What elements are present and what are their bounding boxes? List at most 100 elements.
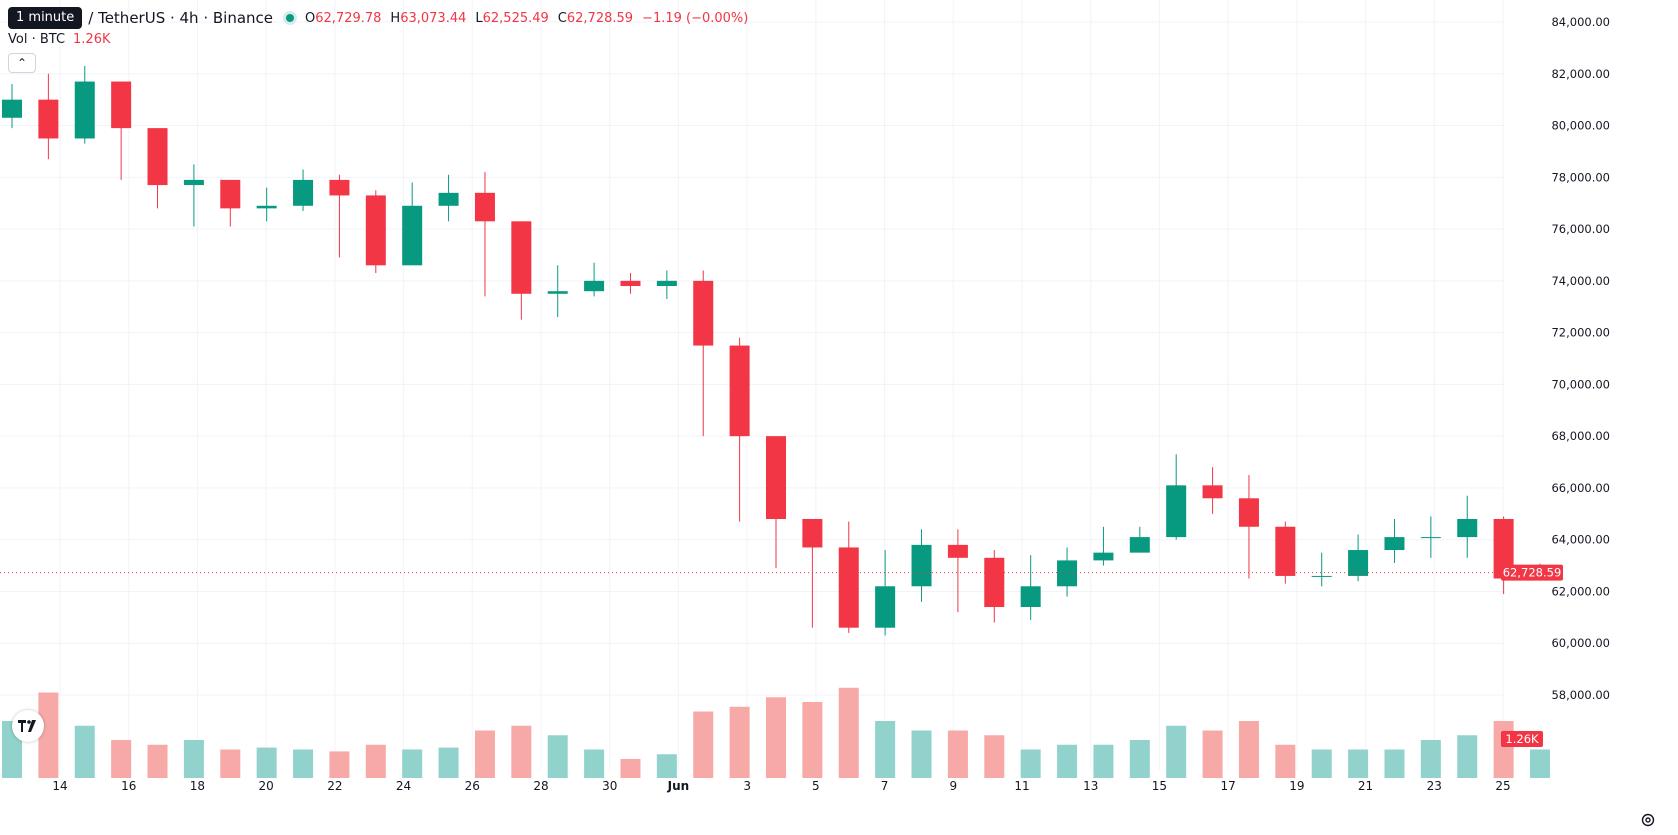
last-price-label: 62,728.59	[1503, 566, 1562, 580]
candle-body	[1020, 586, 1041, 607]
candle-body	[365, 195, 386, 266]
candle	[38, 73, 59, 160]
time-tick-label: 28	[533, 779, 548, 793]
candle-body	[729, 345, 750, 437]
candle	[838, 521, 859, 633]
candle	[547, 265, 568, 318]
volume-bar	[1384, 749, 1405, 778]
tradingview-logo[interactable]	[12, 710, 44, 742]
candle	[984, 550, 1005, 623]
candle	[1275, 521, 1296, 584]
candle	[1020, 555, 1041, 620]
volume-bar	[220, 749, 241, 778]
candle-body	[402, 205, 423, 266]
candle-body	[1238, 498, 1259, 527]
time-tick-label: 24	[396, 779, 411, 793]
candle	[729, 337, 750, 522]
candle	[183, 164, 204, 227]
price-tick-label: 60,000.00	[1551, 636, 1610, 650]
candle-body	[693, 280, 714, 346]
settings-gear-icon[interactable]	[1640, 812, 1656, 828]
time-tick-label: 21	[1358, 779, 1373, 793]
volume-bar	[656, 754, 677, 778]
candle-body	[620, 280, 641, 287]
candle	[293, 169, 314, 211]
candle	[1493, 516, 1514, 595]
price-tick-label: 72,000.00	[1551, 326, 1610, 340]
volume-bar	[729, 706, 750, 778]
price-tick-label: 62,000.00	[1551, 584, 1610, 598]
candle	[802, 518, 823, 628]
price-tick-label: 82,000.00	[1551, 67, 1610, 81]
price-tick-label: 76,000.00	[1551, 222, 1610, 236]
low-value: 62,525.49	[482, 10, 549, 26]
high-value: 63,073.44	[400, 10, 467, 26]
time-tick-label: 16	[121, 779, 136, 793]
candle	[1202, 467, 1223, 514]
time-tick-label: 7	[881, 779, 889, 793]
price-tick-label: 84,000.00	[1551, 15, 1610, 29]
volume-bar	[765, 697, 787, 778]
candle	[765, 436, 787, 569]
close-value: 62,728.59	[566, 10, 634, 26]
volume-bar	[1420, 740, 1441, 778]
candle	[1, 84, 23, 129]
time-tick-label: 11	[1014, 779, 1029, 793]
candle	[1166, 454, 1187, 540]
collapse-legend-button[interactable]: ⌃	[8, 53, 36, 73]
candle	[1129, 526, 1150, 553]
volume-bar	[38, 692, 59, 778]
volume-bar	[693, 711, 714, 778]
time-tick-label: 30	[602, 779, 617, 793]
time-tick-label: 25	[1495, 779, 1510, 793]
price-tick-label: 58,000.00	[1551, 688, 1610, 702]
candle-body	[1202, 485, 1223, 499]
candle-body	[438, 192, 459, 206]
time-tick-label: 15	[1152, 779, 1167, 793]
time-tick-label: 20	[259, 779, 274, 793]
candle-body	[547, 291, 568, 294]
volume-bar	[838, 687, 859, 778]
candle	[1348, 534, 1369, 582]
candle	[74, 66, 95, 144]
candle-body	[838, 547, 859, 628]
volume-bar	[1311, 749, 1332, 778]
volume-legend[interactable]: Vol · BTC 1.26K	[8, 32, 111, 47]
volume-bar	[1129, 740, 1150, 778]
candle	[1093, 526, 1114, 566]
candle-body	[1348, 550, 1369, 576]
market-status-icon[interactable]	[283, 11, 298, 25]
candle-body	[584, 280, 605, 292]
candle	[875, 550, 896, 636]
candle-body	[111, 81, 132, 129]
volume-bar	[875, 721, 896, 778]
candle	[1311, 552, 1332, 587]
time-tick-label: 23	[1427, 779, 1442, 793]
symbol-title[interactable]: / TetherUS · 4h · Binance	[88, 9, 274, 27]
candle-body	[984, 557, 1005, 607]
volume-value: 1.26K	[73, 32, 111, 47]
volume-bar	[1457, 735, 1478, 778]
candle	[1457, 495, 1478, 558]
candle-body	[511, 221, 532, 294]
candle	[1238, 474, 1259, 579]
volume-bar	[1202, 730, 1223, 778]
volume-bar	[1166, 725, 1187, 778]
candle-body	[474, 192, 495, 222]
candle-body	[256, 205, 277, 209]
candle	[584, 262, 605, 297]
candle	[256, 187, 277, 222]
change-value: −1.19 (−0.00%)	[642, 10, 749, 26]
volume-bar	[293, 749, 314, 778]
candle-body	[1129, 537, 1150, 553]
candle-body	[38, 99, 59, 139]
candle-body	[765, 436, 787, 519]
time-tick-label: 18	[190, 779, 205, 793]
candle	[111, 81, 132, 180]
volume-bar	[402, 749, 423, 778]
last-volume-label-bg	[1501, 731, 1543, 747]
ohlc-values: O62,729.78 H63,073.44 L62,525.49 C62,728…	[305, 11, 748, 26]
volume-bar	[474, 730, 495, 778]
candle	[147, 128, 168, 209]
